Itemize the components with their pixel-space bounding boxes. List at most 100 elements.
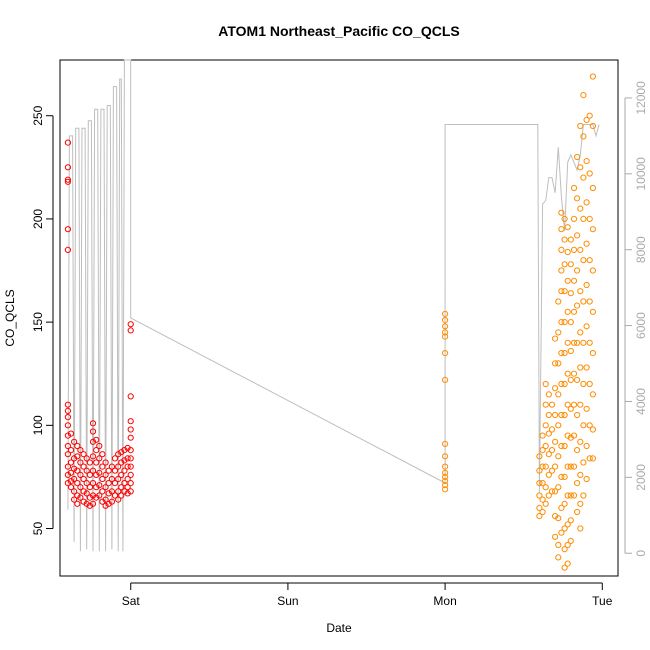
y2-tick-label: 12000 — [634, 81, 648, 115]
data-point — [539, 463, 546, 470]
data-point — [74, 500, 81, 507]
x-axis-label: Date — [326, 621, 352, 635]
data-point — [564, 560, 571, 567]
data-point — [570, 246, 578, 253]
data-point — [561, 288, 568, 295]
data-point — [536, 492, 543, 499]
data-point — [108, 463, 116, 470]
data-point — [577, 288, 584, 295]
data-point — [108, 475, 116, 483]
data-point — [74, 453, 81, 460]
data-point — [558, 411, 565, 419]
data-point — [64, 164, 72, 171]
data-point — [115, 488, 122, 495]
data-point — [77, 447, 84, 454]
data-point — [77, 494, 84, 501]
data-point — [589, 122, 597, 130]
data-point — [127, 426, 134, 433]
chart-title: ATOM1 Northeast_Pacific CO_QCLS — [218, 23, 459, 39]
data-point — [552, 438, 559, 445]
data-point — [86, 459, 94, 466]
data-point — [577, 164, 584, 171]
data-point — [589, 267, 597, 274]
data-point — [574, 339, 581, 346]
data-point — [64, 414, 72, 421]
y2-tick-label: 4000 — [634, 388, 648, 415]
data-point — [577, 205, 584, 212]
data-point — [586, 215, 593, 222]
data-point — [539, 432, 546, 439]
data-point — [567, 236, 574, 243]
data-point — [558, 226, 565, 233]
data-point — [548, 401, 556, 408]
data-point — [589, 226, 597, 233]
data-point — [80, 463, 87, 470]
data-point — [121, 480, 128, 487]
data-point — [96, 492, 103, 499]
data-point — [552, 335, 559, 342]
data-point — [83, 467, 90, 474]
data-point — [574, 267, 581, 274]
data-point — [64, 432, 72, 439]
data-point — [555, 360, 562, 367]
data-point — [558, 442, 565, 450]
data-point — [567, 492, 574, 499]
data-point — [577, 500, 584, 507]
data-point — [124, 455, 131, 462]
data-point — [118, 484, 125, 491]
data-point — [99, 475, 106, 483]
data-point — [442, 463, 449, 470]
data-point — [561, 473, 568, 480]
data-point — [583, 158, 590, 165]
data-point — [555, 329, 562, 336]
data-point — [71, 496, 78, 503]
data-point — [542, 463, 549, 470]
data-point — [89, 420, 97, 427]
y-axis-label: CO_QCLS — [3, 289, 17, 346]
data-point — [536, 480, 543, 487]
data-point — [536, 453, 543, 460]
data-point — [127, 455, 134, 462]
data-point — [570, 463, 578, 470]
data-point — [586, 298, 593, 305]
data-point — [536, 513, 543, 520]
data-point — [545, 411, 552, 419]
data-point — [552, 533, 559, 540]
data-point — [564, 224, 571, 231]
data-point — [580, 257, 587, 264]
data-point — [64, 463, 72, 470]
data-point — [564, 541, 571, 549]
data-point — [80, 451, 87, 458]
data-point — [583, 199, 590, 206]
data-point — [74, 467, 81, 474]
data-point — [121, 488, 128, 495]
data-point — [86, 502, 94, 509]
data-point — [539, 496, 546, 503]
data-point — [111, 467, 119, 474]
data-point — [570, 432, 578, 439]
data-point — [121, 457, 128, 464]
data-point — [102, 496, 109, 503]
data-point — [583, 442, 590, 450]
y2-tick-label: 8000 — [634, 236, 648, 263]
data-point — [111, 492, 119, 499]
data-point — [118, 471, 125, 478]
data-point — [567, 405, 574, 412]
data-point — [89, 438, 97, 445]
data-point — [570, 308, 578, 315]
data-point — [96, 482, 103, 489]
data-point — [64, 176, 72, 183]
data-point — [555, 391, 562, 398]
data-point — [545, 430, 552, 437]
data-point — [586, 455, 593, 462]
data-point — [589, 308, 597, 315]
data-point — [561, 525, 568, 532]
data-point — [115, 463, 122, 470]
data-point — [567, 347, 574, 355]
data-point — [574, 195, 581, 202]
data-point — [127, 471, 134, 478]
data-point — [67, 430, 75, 437]
data-point — [442, 478, 449, 485]
data-point — [80, 488, 87, 495]
